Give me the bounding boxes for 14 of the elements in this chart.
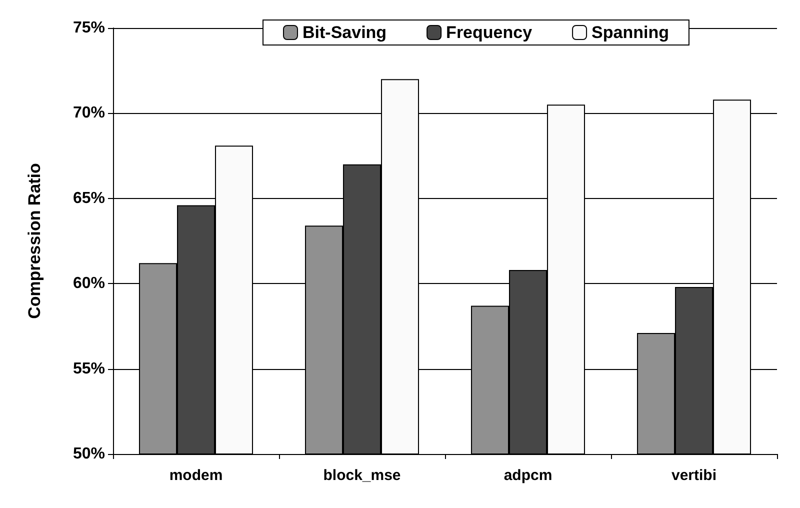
x-tick-label: adpcm — [504, 467, 552, 484]
y-tick-label: 50% — [72, 446, 105, 462]
legend-label: Bit-Saving — [302, 23, 387, 42]
y-tick-label: 65% — [72, 190, 105, 207]
y-axis-title: Compression Ratio — [25, 163, 44, 319]
y-tick-label: 70% — [72, 104, 105, 122]
x-tick-label: modem — [169, 467, 223, 484]
x-tick-label: block_mse — [323, 467, 401, 484]
legend-label: Frequency — [446, 23, 533, 42]
legend-label: Spanning — [592, 23, 669, 42]
y-tick-label: 60% — [72, 275, 105, 292]
y-tick-label: 75% — [72, 20, 105, 36]
y-tick-label: 55% — [72, 360, 105, 378]
x-tick-label: vertibi — [671, 467, 717, 484]
